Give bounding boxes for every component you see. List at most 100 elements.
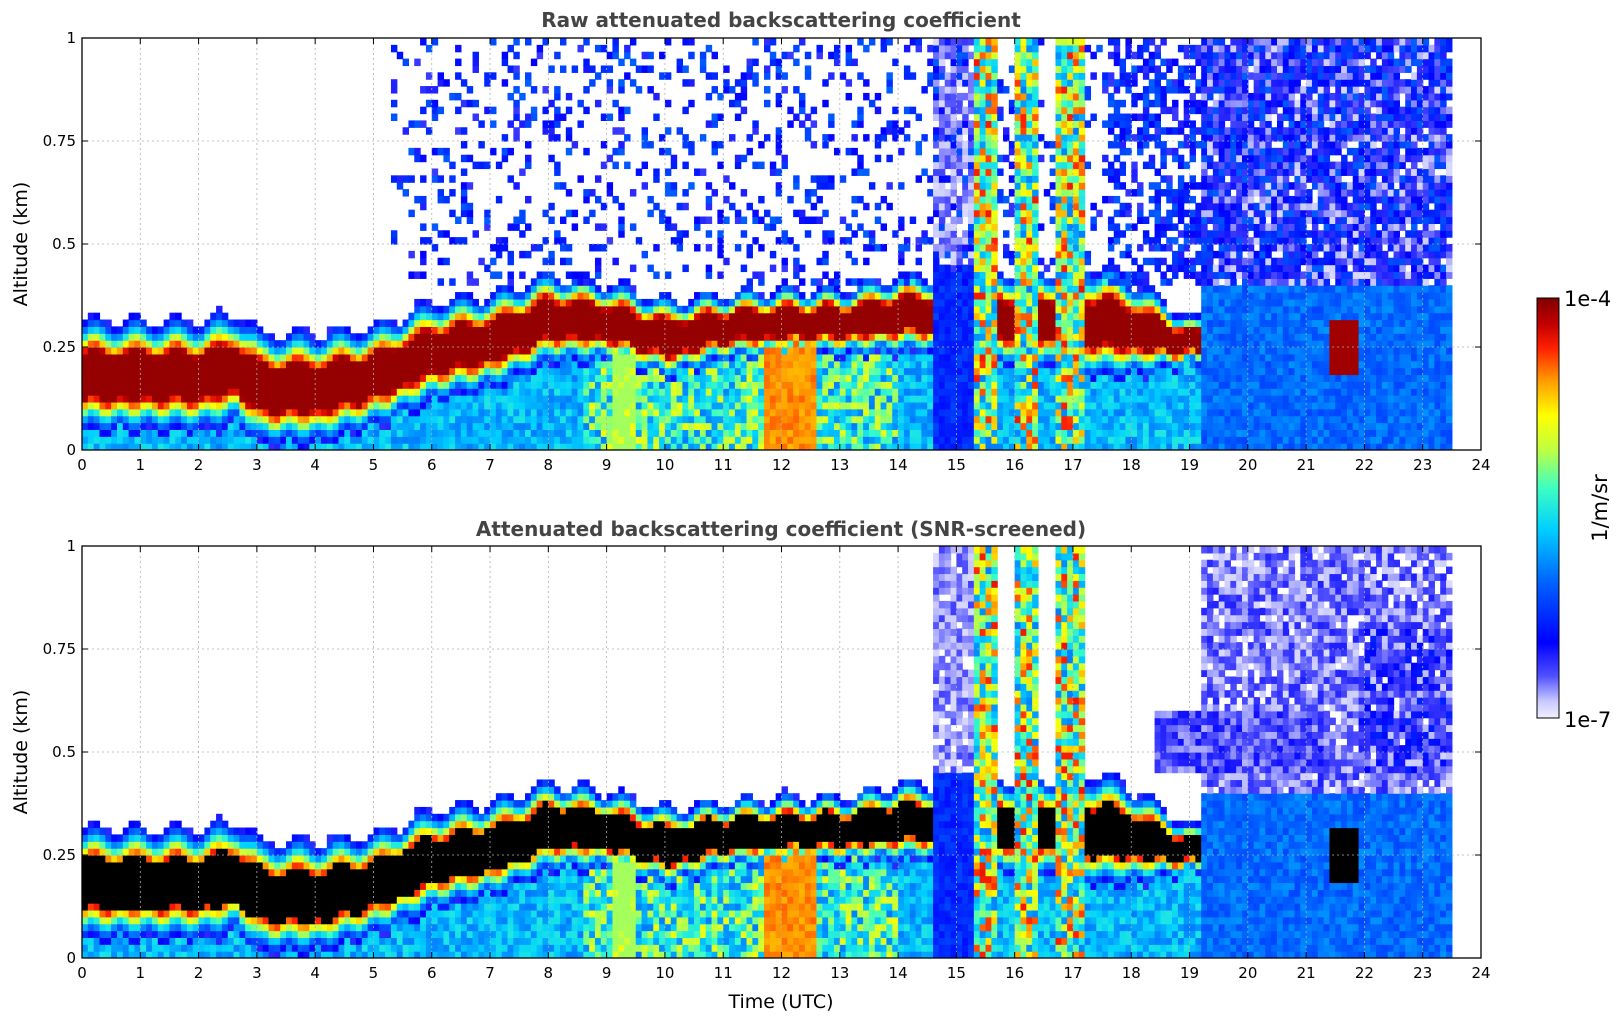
heatmap-cell [973, 292, 981, 300]
heatmap-cell [635, 168, 643, 176]
heatmap-cell [116, 415, 124, 424]
heatmap-cell [1026, 182, 1033, 190]
heatmap-cell [554, 168, 561, 176]
heatmap-cell [332, 374, 340, 382]
heatmap-cell [874, 367, 882, 376]
heatmap-cell [472, 230, 479, 238]
heatmap-cell [472, 99, 479, 108]
heatmap-cell [344, 347, 351, 355]
heatmap-cell [1014, 436, 1022, 444]
heatmap-cell [379, 443, 386, 450]
heatmap-cell [87, 367, 95, 376]
heatmap-cell [530, 367, 538, 376]
heatmap-cell [583, 65, 590, 73]
heatmap-cell [880, 298, 888, 307]
heatmap-cell [128, 374, 136, 382]
heatmap-cell [326, 360, 334, 369]
heatmap-cell [198, 381, 206, 389]
heatmap-cell [460, 388, 468, 396]
heatmap-cell [1020, 422, 1027, 430]
heatmap-cell [326, 353, 334, 362]
heatmap-cell [455, 408, 462, 417]
heatmap-cell [740, 86, 748, 94]
heatmap-cell [903, 65, 911, 73]
heatmap-cell [769, 161, 777, 170]
heatmap-cell [868, 374, 876, 382]
heatmap-cell [122, 436, 130, 444]
heatmap-cell [530, 436, 538, 444]
heatmap-cell [979, 408, 987, 417]
heatmap-cell [851, 209, 858, 218]
heatmap-cell [641, 360, 649, 369]
heatmap-cell [764, 38, 771, 46]
heatmap-cell [629, 38, 637, 46]
heatmap-cell [833, 333, 841, 341]
heatmap-cell [577, 374, 584, 382]
heatmap-cell [659, 319, 666, 327]
heatmap-cell [851, 298, 858, 307]
heatmap-cell [670, 189, 678, 197]
heatmap-cell [635, 333, 643, 341]
heatmap-cell [460, 168, 468, 176]
heatmap-cell [676, 326, 684, 334]
heatmap-cell [589, 285, 596, 293]
heatmap-cell [204, 395, 211, 403]
heatmap-cell [233, 415, 240, 424]
heatmap-cell [1014, 106, 1022, 115]
heatmap-cell [787, 106, 794, 115]
heatmap-cell [868, 436, 876, 444]
heatmap-cell [921, 353, 928, 362]
heatmap-cell [944, 195, 952, 204]
heatmap-cell [705, 422, 713, 430]
heatmap-cell [256, 381, 264, 389]
heatmap-cell [1020, 230, 1027, 238]
heatmap-cell [816, 312, 823, 321]
heatmap-cell [956, 443, 963, 450]
heatmap-cell [997, 319, 1004, 327]
heatmap-cell [787, 285, 794, 293]
heatmap-cell [1014, 367, 1022, 376]
heatmap-cell [594, 388, 602, 396]
heatmap-cell [624, 340, 631, 348]
heatmap-cell [478, 429, 485, 437]
heatmap-cell [629, 347, 637, 355]
heatmap-cell [699, 388, 707, 396]
heatmap-cell [1003, 312, 1010, 321]
heatmap-cell [775, 347, 783, 355]
heatmap-cell [1037, 353, 1045, 362]
heatmap-cell [968, 195, 975, 204]
heatmap-cell [839, 333, 847, 341]
heatmap-cell [682, 106, 689, 115]
heatmap-cell [87, 347, 95, 355]
heatmap-cell [688, 443, 695, 450]
heatmap-cell [495, 415, 503, 424]
heatmap-cell [653, 312, 660, 321]
heatmap-cell [979, 292, 987, 300]
heatmap-cell [775, 298, 783, 307]
heatmap-cell [979, 443, 987, 450]
heatmap-cell [956, 106, 963, 115]
heatmap-cell [437, 422, 445, 430]
heatmap-cell [542, 38, 549, 46]
heatmap-cell [1014, 429, 1022, 437]
heatmap-cell [822, 360, 829, 369]
heatmap-cell [297, 415, 305, 424]
heatmap-cell [828, 319, 835, 327]
heatmap-cell [87, 401, 95, 410]
heatmap-cell [997, 353, 1004, 362]
heatmap-cell [845, 415, 853, 424]
heatmap-cell [793, 367, 800, 376]
heatmap-cell [600, 374, 608, 382]
heatmap-cell [991, 127, 998, 135]
heatmap-cell [839, 429, 847, 437]
heatmap-cell [315, 388, 322, 396]
heatmap-cell [979, 333, 987, 341]
heatmap-cell [455, 92, 462, 101]
heatmap-cell [1014, 298, 1022, 307]
heatmap-cell [606, 374, 614, 382]
heatmap-cell [874, 347, 882, 355]
heatmap-cell [425, 360, 433, 369]
heatmap-cell [629, 415, 637, 424]
heatmap-cell [845, 388, 853, 396]
heatmap-cell [863, 401, 870, 410]
